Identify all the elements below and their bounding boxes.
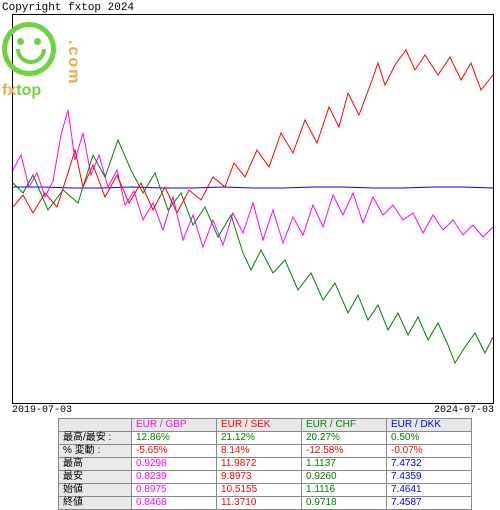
table-cell: 11.9872	[217, 458, 302, 471]
series-line	[13, 187, 493, 188]
table-cell: 21.12%	[217, 432, 302, 445]
table-cell: 7.4587	[387, 497, 472, 510]
series-line	[13, 50, 493, 213]
table-row: 終値0.846811.37100.97187.4587	[59, 497, 472, 510]
row-label: 最高/最安 :	[59, 432, 132, 445]
copyright-text: Copyright fxtop 2024	[2, 2, 134, 14]
table-row: 始値0.897510.51551.11167.4641	[59, 484, 472, 497]
table-cell: -12.58%	[302, 445, 387, 458]
table-cell: 0.8975	[132, 484, 217, 497]
column-header: EUR / CHF	[302, 419, 387, 432]
table-cell: 0.9260	[302, 471, 387, 484]
table-row: % 変動 :-5.65%8.14%-12.58%-0.07%	[59, 445, 472, 458]
table-cell: 7.4732	[387, 458, 472, 471]
row-label: 始値	[59, 484, 132, 497]
table-cell: -5.65%	[132, 445, 217, 458]
column-header: EUR / GBP	[132, 419, 217, 432]
table-cell: 9.8973	[217, 471, 302, 484]
series-line	[13, 140, 493, 363]
table-row: 最高0.929811.98721.11377.4732	[59, 458, 472, 471]
table-corner	[59, 419, 132, 432]
table-cell: 0.9718	[302, 497, 387, 510]
currency-chart	[12, 14, 494, 404]
fxtop-logo: fxtop .com	[2, 22, 56, 76]
table-cell: 7.4641	[387, 484, 472, 497]
column-header: EUR / DKK	[387, 419, 472, 432]
table-header-row: EUR / GBPEUR / SEKEUR / CHFEUR / DKK	[59, 419, 472, 432]
series-line	[13, 110, 493, 247]
row-label: 終値	[59, 497, 132, 510]
xaxis-end-label: 2024-07-03	[434, 405, 494, 416]
table-cell: 0.9298	[132, 458, 217, 471]
table-cell: 7.4359	[387, 471, 472, 484]
xaxis-start-label: 2019-07-03	[12, 405, 72, 416]
table-cell: 0.8239	[132, 471, 217, 484]
table-row: 最安0.82399.89730.92607.4359	[59, 471, 472, 484]
table-cell: 11.3710	[217, 497, 302, 510]
table-cell: -0.07%	[387, 445, 472, 458]
row-label: 最高	[59, 458, 132, 471]
chart-lines	[13, 15, 493, 403]
row-label: % 変動 :	[59, 445, 132, 458]
row-label: 最安	[59, 471, 132, 484]
stats-table: EUR / GBPEUR / SEKEUR / CHFEUR / DKK最高/最…	[58, 418, 472, 510]
table-cell: 12.86%	[132, 432, 217, 445]
table-cell: 0.50%	[387, 432, 472, 445]
table-cell: 0.8468	[132, 497, 217, 510]
table-row: 最高/最安 :12.86%21.12%20.27%0.50%	[59, 432, 472, 445]
table-cell: 1.1137	[302, 458, 387, 471]
column-header: EUR / SEK	[217, 419, 302, 432]
table-cell: 1.1116	[302, 484, 387, 497]
table-cell: 10.5155	[217, 484, 302, 497]
table-cell: 8.14%	[217, 445, 302, 458]
table-cell: 20.27%	[302, 432, 387, 445]
